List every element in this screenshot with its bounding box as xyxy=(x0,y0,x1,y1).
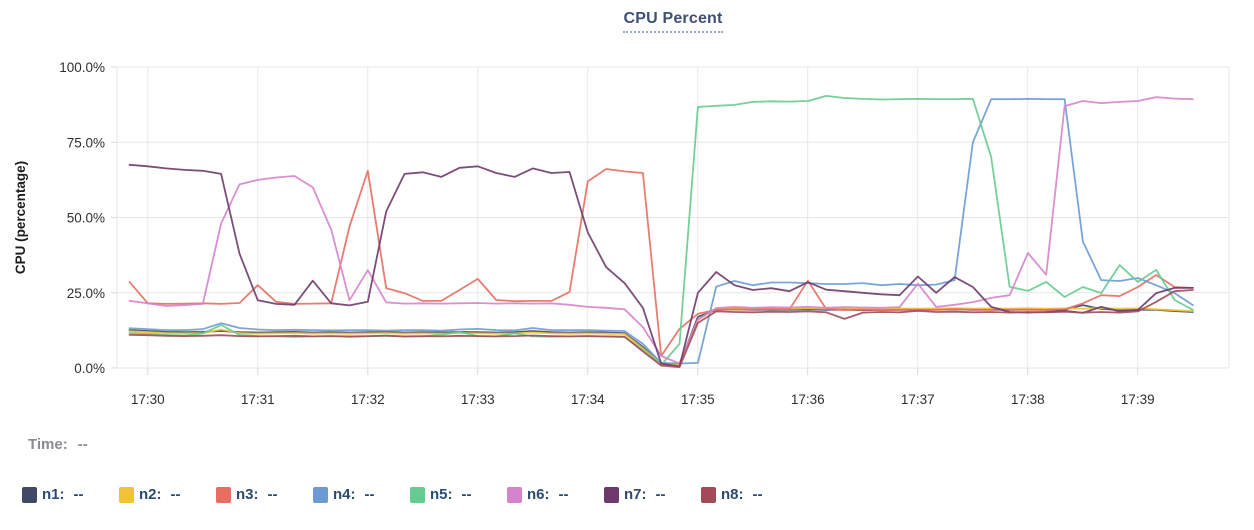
y-tick-label: 75.0% xyxy=(67,135,105,150)
legend-value: -- xyxy=(267,486,278,503)
legend-value: -- xyxy=(73,486,84,503)
time-readout: Time: -- xyxy=(28,436,88,453)
y-tick-label: 0.0% xyxy=(74,361,105,376)
series-line-n5 xyxy=(128,95,1194,366)
legend-item-n4[interactable]: n4: -- xyxy=(313,486,410,503)
legend-swatch-n3 xyxy=(216,486,231,503)
y-tick-label: 50.0% xyxy=(67,211,105,226)
legend-item-n8[interactable]: n8: -- xyxy=(701,486,798,503)
x-tick-label: 17:39 xyxy=(1121,392,1155,407)
legend-item-n1[interactable]: n1: -- xyxy=(22,486,119,503)
legend-item-n7[interactable]: n7: -- xyxy=(604,486,701,503)
series-line-n4 xyxy=(128,98,1194,365)
legend-value: -- xyxy=(461,486,472,503)
y-tick-label: 100.0% xyxy=(59,60,105,75)
chart-title[interactable]: CPU Percent xyxy=(623,10,723,33)
series-line-n3 xyxy=(128,168,1194,357)
chart-title-wrap: CPU Percent xyxy=(117,10,1229,33)
legend-label: n2: xyxy=(139,486,162,503)
legend-item-n3[interactable]: n3: -- xyxy=(216,486,313,503)
legend-label: n3: xyxy=(236,486,259,503)
time-readout-label: Time: xyxy=(28,436,68,453)
legend-label: n8: xyxy=(721,486,744,503)
legend-value: -- xyxy=(558,486,569,503)
legend-swatch-n6 xyxy=(507,486,522,503)
x-tick-label: 17:30 xyxy=(131,392,165,407)
legend-swatch-n1 xyxy=(22,486,37,503)
legend-swatch-n2 xyxy=(119,486,134,503)
x-tick-label: 17:35 xyxy=(681,392,715,407)
legend-item-n2[interactable]: n2: -- xyxy=(119,486,216,503)
x-tick-label: 17:37 xyxy=(901,392,935,407)
x-tick-label: 17:33 xyxy=(461,392,495,407)
time-readout-value: -- xyxy=(77,436,88,453)
x-tick-label: 17:36 xyxy=(791,392,825,407)
legend-label: n6: xyxy=(527,486,550,503)
legend-item-n6[interactable]: n6: -- xyxy=(507,486,604,503)
legend-item-n5[interactable]: n5: -- xyxy=(410,486,507,503)
legend-swatch-n5 xyxy=(410,486,425,503)
legend: n1: -- n2: -- n3: -- n4: -- n5: -- n6: -- n7: -- n8: -- xyxy=(22,486,798,503)
series-line-n8 xyxy=(128,289,1194,369)
y-axis-label: CPU (percentage) xyxy=(13,161,28,274)
series-line-n6 xyxy=(128,96,1194,365)
legend-value: -- xyxy=(170,486,181,503)
legend-swatch-n7 xyxy=(604,486,619,503)
legend-swatch-n4 xyxy=(313,486,328,503)
legend-label: n7: xyxy=(624,486,647,503)
y-tick-label: 25.0% xyxy=(67,286,105,301)
legend-label: n5: xyxy=(430,486,453,503)
legend-value: -- xyxy=(655,486,666,503)
legend-swatch-n8 xyxy=(701,486,716,503)
legend-label: n4: xyxy=(333,486,356,503)
x-tick-label: 17:34 xyxy=(571,392,605,407)
legend-label: n1: xyxy=(42,486,65,503)
legend-value: -- xyxy=(752,486,763,503)
x-tick-label: 17:32 xyxy=(351,392,385,407)
x-tick-label: 17:38 xyxy=(1011,392,1045,407)
legend-value: -- xyxy=(364,486,375,503)
x-tick-label: 17:31 xyxy=(241,392,275,407)
